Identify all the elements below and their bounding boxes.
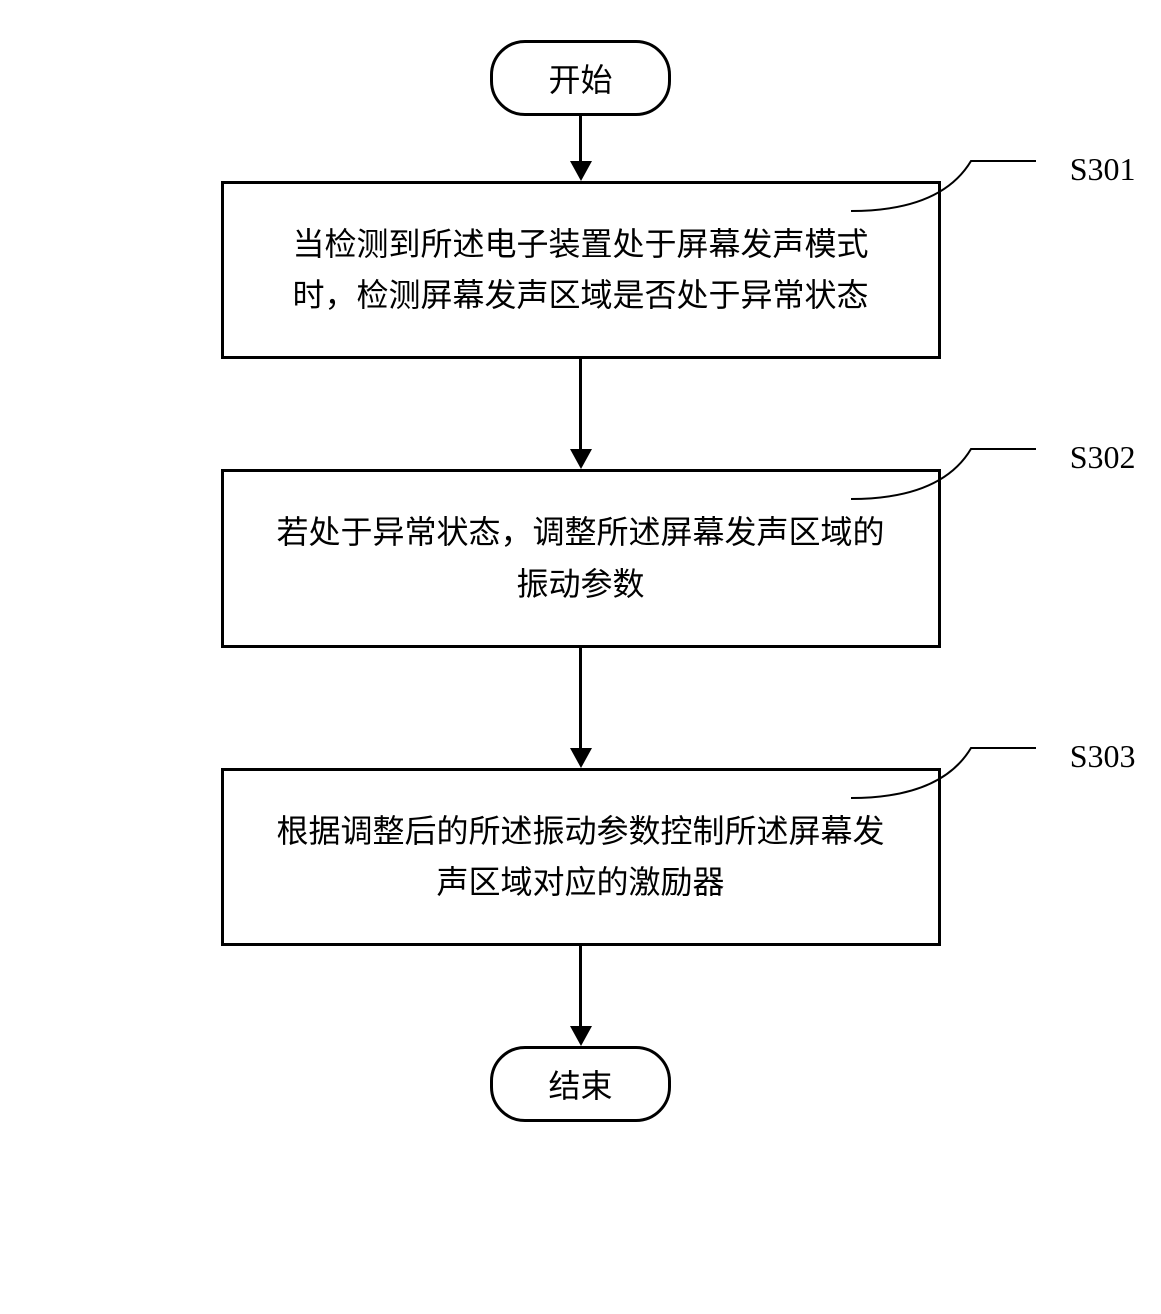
- process-text: 根据调整后的所述振动参数控制所述屏幕发声区域对应的激励器: [276, 813, 884, 900]
- step-label-3: S303: [1070, 738, 1136, 775]
- process-step-1: 当检测到所述电子装置处于屏幕发声模式时，检测屏幕发声区域是否处于异常状态: [221, 181, 941, 359]
- process-wrapper-3: 根据调整后的所述振动参数控制所述屏幕发声区域对应的激励器 S303: [31, 768, 1131, 946]
- process-text: 当检测到所述电子装置处于屏幕发声模式时，检测屏幕发声区域是否处于异常状态: [292, 226, 868, 313]
- flowchart-container: 开始 当检测到所述电子装置处于屏幕发声模式时，检测屏幕发声区域是否处于异常状态 …: [31, 40, 1131, 1122]
- start-terminal: 开始: [490, 40, 670, 116]
- arrow-head-icon: [570, 1026, 592, 1046]
- arrow-head-icon: [570, 748, 592, 768]
- process-wrapper-2: 若处于异常状态，调整所述屏幕发声区域的振动参数 S302: [31, 469, 1131, 647]
- step-label-2: S302: [1070, 439, 1136, 476]
- process-step-3: 根据调整后的所述振动参数控制所述屏幕发声区域对应的激励器: [221, 768, 941, 946]
- arrow-line: [579, 116, 582, 161]
- arrow-connector: [570, 359, 592, 469]
- arrow-line: [579, 648, 582, 748]
- arrow-head-icon: [570, 161, 592, 181]
- end-label: 结束: [548, 1068, 612, 1104]
- start-label: 开始: [548, 62, 612, 98]
- connector-svg: [851, 743, 1036, 803]
- arrow-connector: [570, 946, 592, 1046]
- connector-svg: [851, 444, 1036, 504]
- process-text: 若处于异常状态，调整所述屏幕发声区域的振动参数: [276, 514, 884, 601]
- step-label-1: S301: [1070, 151, 1136, 188]
- arrow-connector: [570, 116, 592, 181]
- arrow-line: [579, 946, 582, 1026]
- arrow-line: [579, 359, 582, 449]
- process-wrapper-1: 当检测到所述电子装置处于屏幕发声模式时，检测屏幕发声区域是否处于异常状态 S30…: [31, 181, 1131, 359]
- process-step-2: 若处于异常状态，调整所述屏幕发声区域的振动参数: [221, 469, 941, 647]
- end-terminal: 结束: [490, 1046, 670, 1122]
- connector-svg: [851, 156, 1036, 216]
- arrow-head-icon: [570, 449, 592, 469]
- arrow-connector: [570, 648, 592, 768]
